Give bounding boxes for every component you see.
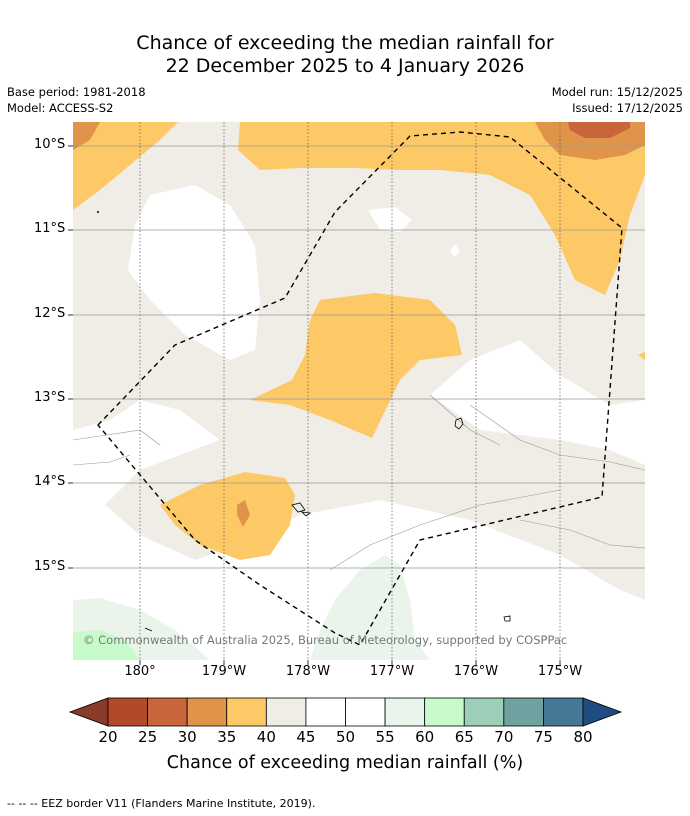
eez-border — [97, 131, 623, 646]
colorbar-segment — [463, 697, 505, 727]
lat-label: 11°S — [34, 221, 66, 236]
colorbar-segment — [147, 697, 188, 727]
graticule — [73, 145, 645, 569]
model-run: Model run: 15/12/2025 — [551, 85, 683, 99]
lat-label: 12°S — [34, 306, 66, 321]
issued-date: Issued: 17/12/2025 — [572, 101, 683, 115]
colorbar-tick-label: 50 — [335, 728, 356, 746]
region-35-40-center — [250, 293, 462, 438]
colorbar-tick-label: 75 — [533, 728, 553, 746]
white-pocket-west — [128, 185, 260, 360]
lon-label: 176°W — [453, 664, 499, 679]
colorbar-tick-label: 40 — [256, 728, 276, 746]
region-55-60 — [310, 555, 430, 660]
colorbar-tick-label: 30 — [177, 728, 197, 746]
lon-label: 178°W — [285, 664, 331, 679]
axis-ticks — [68, 145, 561, 665]
colorbar-segment — [107, 697, 148, 727]
colorbar-segment — [424, 697, 465, 727]
colorbar-tick-label: 55 — [375, 728, 395, 746]
colorbar-segment — [265, 697, 307, 727]
colorbar-under-arrow — [68, 697, 109, 727]
lat-label: 14°S — [34, 474, 66, 489]
lon-label: 177°W — [369, 664, 415, 679]
map-fill-layer — [73, 122, 645, 660]
map-title-line1: Chance of exceeding the median rainfall … — [136, 32, 554, 54]
colorbar-segment — [543, 697, 584, 727]
region-35-40-nw — [73, 122, 178, 210]
lon-label: 180° — [124, 664, 156, 679]
eez-footnote: -- -- -- EEZ border V11 (Flanders Marine… — [7, 797, 316, 810]
colorbar-title: Chance of exceeding median rainfall (%) — [166, 753, 524, 773]
colorbar-tick-label: 65 — [454, 728, 474, 746]
colorbar-tick-label: 20 — [98, 728, 118, 746]
base-period: Base period: 1981-2018 — [7, 85, 146, 99]
colorbar-segment — [503, 697, 544, 727]
lon-label: 175°W — [537, 664, 583, 679]
colorbar-tick-label: 45 — [296, 728, 316, 746]
colorbar-tick-label: 70 — [494, 728, 514, 746]
colorbar-segment — [305, 697, 346, 727]
colorbar-segment — [384, 697, 426, 727]
model-name: Model: ACCESS-S2 — [7, 101, 114, 115]
colorbar-segment — [345, 697, 386, 727]
region-60-65 — [73, 630, 140, 660]
colorbar-tick-label: 80 — [573, 728, 593, 746]
region-25-30 — [568, 122, 630, 138]
colorbar-tick-label: 35 — [217, 728, 237, 746]
islands — [144, 417, 511, 632]
lat-label: 15°S — [34, 559, 66, 574]
colorbar — [68, 697, 623, 727]
region-35-40-ne — [238, 122, 645, 295]
map-title-line2: 22 December 2025 to 4 January 2026 — [165, 55, 525, 77]
region-35-40-sw — [160, 472, 295, 560]
colorbar-over-arrow — [582, 697, 623, 727]
colorbar-tick-label: 25 — [138, 728, 158, 746]
lat-label: 13°S — [34, 390, 66, 405]
colorbar-tick-label: 60 — [415, 728, 435, 746]
lat-label: 10°S — [34, 137, 66, 152]
colorbar-segment — [226, 697, 267, 727]
lon-label: 179°W — [201, 664, 247, 679]
copyright-notice: © Commonwealth of Australia 2025, Bureau… — [83, 633, 568, 647]
colorbar-segment — [186, 697, 228, 727]
